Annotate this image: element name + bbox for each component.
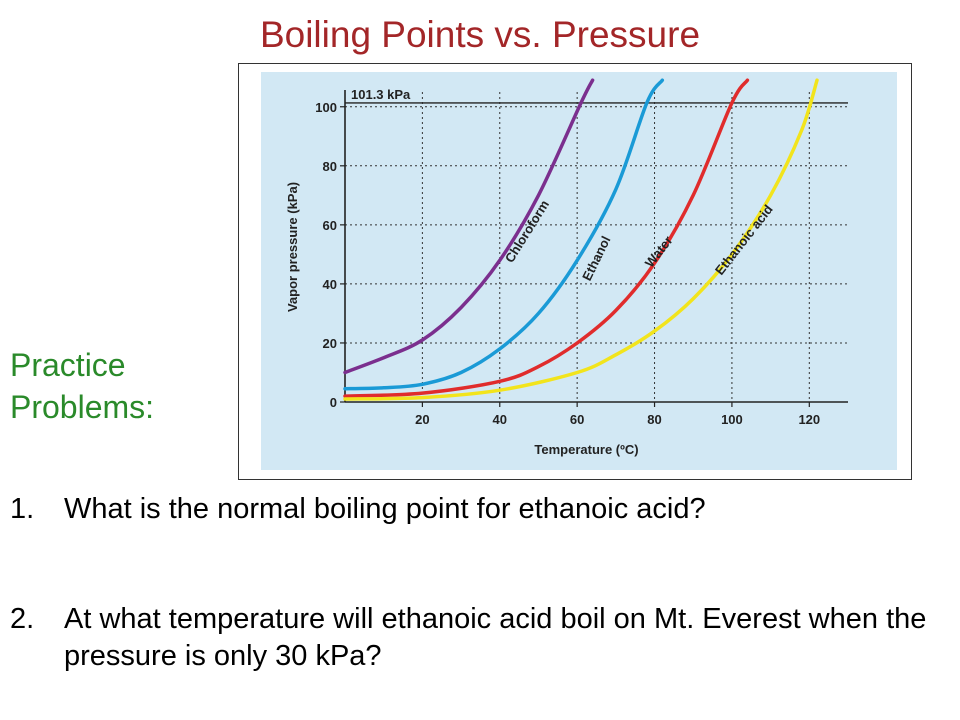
question-1: 1. What is the normal boiling point for … — [10, 491, 944, 528]
slide-title: Boiling Points vs. Pressure — [259, 14, 701, 55]
practice-heading: Practice Problems: — [10, 344, 154, 428]
chart-background — [261, 72, 897, 470]
y-tick-label-100: 100 — [315, 100, 337, 115]
question-1-number: 1. — [10, 493, 35, 525]
chart-frame: 20 40 60 80 100 120 0 20 40 60 80 100 Temperature (º… — [238, 63, 912, 480]
y-tick-label-40: 40 — [323, 277, 337, 292]
y-axis-label: Vapor pressure (kPa) — [285, 182, 300, 312]
x-tick-label-60: 60 — [570, 412, 584, 427]
x-tick-label-40: 40 — [493, 412, 507, 427]
question-2-text: At what temperature will ethanoic acid b… — [64, 603, 927, 672]
chart-series — [343, 78, 819, 401]
y-tick-label-20: 20 — [323, 336, 337, 351]
series-line-ethanol — [343, 78, 665, 391]
question-2: 2. At what temperature will ethanoic aci… — [10, 601, 944, 675]
series-line-chloroform — [343, 78, 595, 375]
x-tick-label-80: 80 — [647, 412, 661, 427]
y-tick-label-0: 0 — [330, 395, 337, 410]
x-axis-label: Temperature (ºC) — [534, 442, 638, 457]
x-tick-label-100: 100 — [721, 412, 743, 427]
y-tick-label-60: 60 — [323, 218, 337, 233]
reference-line-label: 101.3 kPa — [351, 87, 411, 102]
x-tick-label-120: 120 — [798, 412, 820, 427]
practice-line-2: Problems: — [10, 389, 155, 425]
chart-axes — [340, 90, 848, 407]
question-2-number: 2. — [10, 603, 35, 635]
x-tick-label-20: 20 — [415, 412, 429, 427]
practice-line-1: Practice — [10, 347, 126, 383]
series-line-ethanoic-acid — [343, 78, 819, 401]
series-line-water — [343, 78, 750, 398]
y-tick-label-80: 80 — [323, 159, 337, 174]
vapor-pressure-chart: 20 40 60 80 100 120 0 20 40 60 80 100 Temperature (º… — [261, 72, 897, 470]
question-1-text: What is the normal boiling point for eth… — [64, 493, 706, 525]
